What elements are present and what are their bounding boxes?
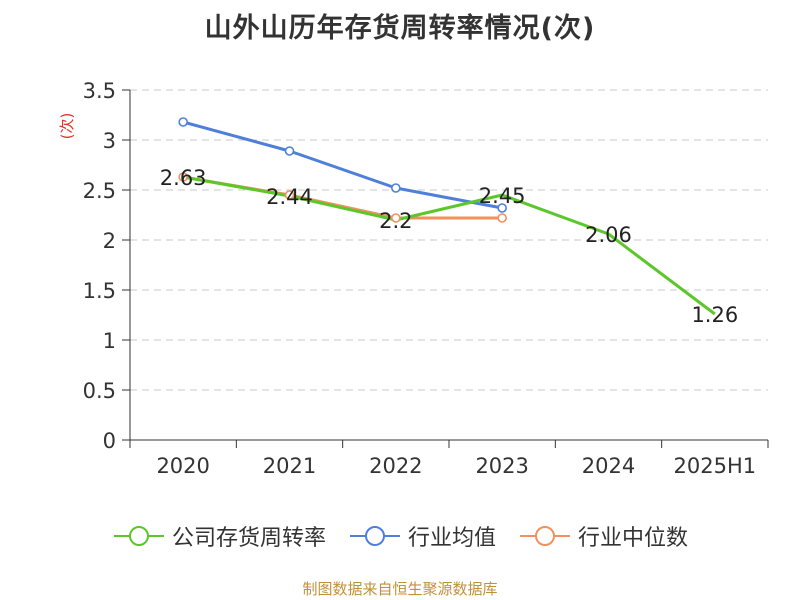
y-tick-label: 0 (103, 429, 116, 453)
y-tick-label: 2 (103, 229, 116, 253)
x-tick-label: 2020 (156, 454, 209, 478)
legend-item-company[interactable]: 公司存货周转率 (112, 520, 326, 552)
legend: 公司存货周转率 行业均值 行业中位数 (0, 520, 800, 552)
legend-label-company: 公司存货周转率 (171, 526, 326, 551)
grid-lines (130, 89, 768, 391)
y-tick-label: 3.5 (83, 79, 116, 103)
x-tick-label: 2021 (263, 454, 316, 478)
legend-line-circle-icon (349, 526, 400, 546)
data-point (178, 172, 188, 182)
data-point (497, 203, 507, 213)
y-axis-label-group: (次) (58, 113, 76, 140)
legend-item-industry-median[interactable]: 行业中位数 (518, 520, 688, 552)
y-tick-label: 2.5 (83, 179, 116, 203)
data-point (497, 213, 507, 223)
series-line (182, 120, 503, 210)
y-tick-label: 1.5 (83, 279, 116, 303)
x-tick-label: 2024 (582, 454, 635, 478)
legend-line-circle-icon (113, 526, 164, 546)
series-markers (178, 117, 507, 223)
y-axis-label: (次) (58, 113, 76, 140)
legend-label-industry-median: 行业中位数 (578, 526, 689, 551)
data-label: 2.44 (266, 185, 313, 209)
data-label: 2.63 (160, 166, 207, 190)
legend-line-circle-icon (520, 526, 570, 546)
data-label: 1.26 (691, 303, 738, 327)
axes (122, 89, 769, 448)
legend-label-industry-mean: 行业均值 (407, 526, 496, 551)
data-label: 2.2 (379, 209, 412, 233)
y-tick-label: 1 (103, 329, 116, 353)
data-point (391, 183, 401, 193)
data-point (284, 190, 295, 200)
data-label: 2.06 (585, 223, 632, 247)
data-labels: 2.63 2.44 2.2 2.45 2.06 1.26 (160, 166, 738, 327)
series-line (182, 175, 716, 316)
x-tick-label: 2023 (475, 454, 528, 478)
x-tick-label: 2022 (369, 454, 422, 478)
data-point (284, 146, 295, 156)
data-point (178, 117, 188, 127)
x-tick-label: 2025H1 (674, 454, 757, 478)
chart-title: 山外山历年存货周转率情况(次) (204, 13, 596, 44)
legend-item-industry-mean[interactable]: 行业均值 (348, 520, 496, 552)
series-lines (182, 120, 716, 316)
data-point (391, 213, 401, 223)
y-tick-label: 0.5 (83, 379, 116, 403)
y-tick-label: 3 (103, 129, 116, 153)
data-label: 2.45 (479, 184, 526, 208)
tick-labels: 0 0.5 1 1.5 2 2.5 3 3.5 2020 2021 2022 2023 2024 2025… (83, 79, 757, 478)
source-note: 制图数据来自恒生聚源数据库 (302, 580, 498, 598)
